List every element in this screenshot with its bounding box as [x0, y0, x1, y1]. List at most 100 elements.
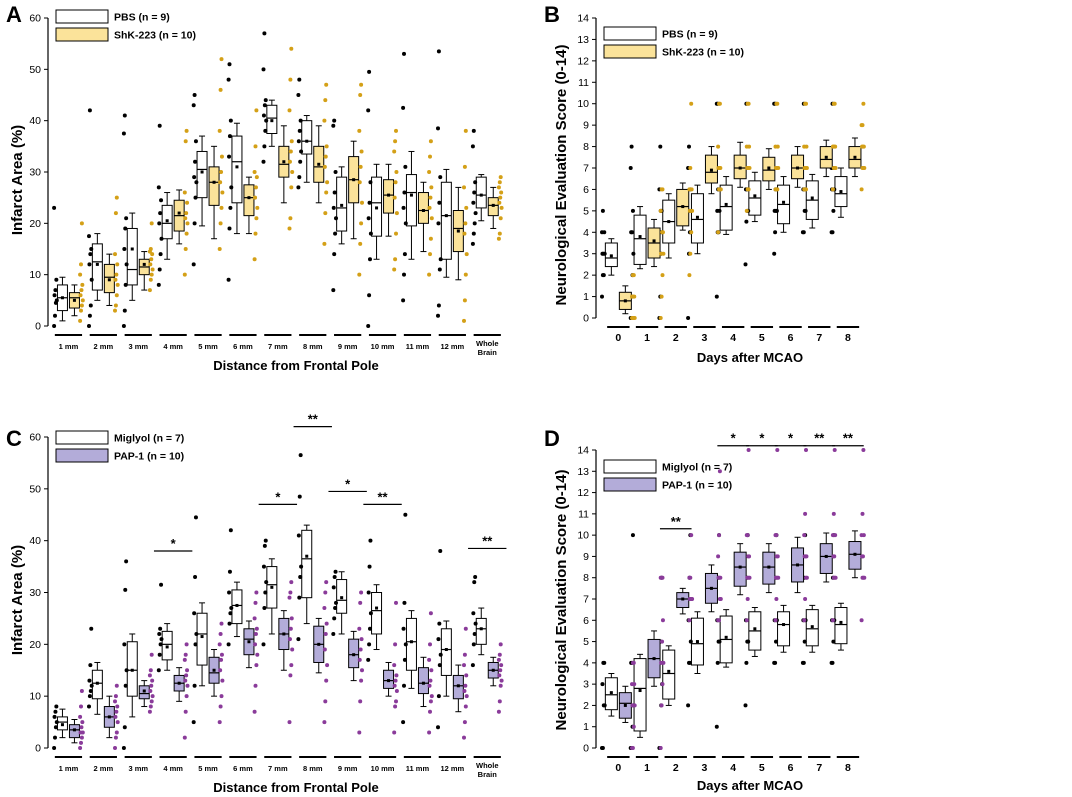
mean-marker: [709, 168, 713, 172]
data-point: [718, 187, 723, 192]
data-point: [687, 618, 692, 623]
data-point: [185, 668, 190, 673]
data-point: [859, 618, 864, 623]
box-control: [121, 559, 138, 750]
data-point: [253, 642, 258, 647]
box-treatment: [618, 660, 637, 750]
data-point: [660, 187, 665, 192]
data-point: [496, 185, 501, 190]
data-point: [688, 208, 693, 213]
data-point: [324, 82, 329, 87]
data-point: [296, 93, 301, 97]
y-tick-label: 6: [583, 615, 589, 627]
data-point: [220, 190, 225, 195]
y-tick-label: 7: [583, 594, 589, 606]
data-point: [122, 308, 127, 313]
box-iqr: [208, 166, 220, 206]
data-point: [192, 93, 197, 97]
data-point: [393, 257, 398, 262]
data-point: [252, 257, 257, 262]
data-point: [689, 230, 694, 235]
data-point: [659, 703, 664, 708]
mean-marker: [200, 635, 204, 639]
data-point: [746, 166, 751, 170]
data-point: [462, 663, 466, 668]
data-point: [157, 221, 162, 226]
box-control: [87, 626, 103, 715]
box-treatment: [791, 101, 809, 192]
data-point: [392, 195, 397, 200]
data-point: [289, 663, 294, 668]
data-point: [193, 574, 198, 579]
data-point: [323, 590, 328, 595]
box-iqr: [777, 611, 791, 647]
mean-marker: [652, 239, 656, 243]
x-tick-label: 2 mm: [94, 764, 114, 773]
data-point: [158, 626, 163, 631]
data-point: [332, 574, 337, 579]
data-point: [472, 631, 477, 636]
data-point: [264, 118, 269, 123]
data-point: [438, 175, 443, 180]
box-treatment: [791, 448, 809, 623]
data-point: [113, 714, 118, 719]
data-point: [52, 714, 57, 719]
data-point: [628, 166, 633, 170]
data-point: [218, 180, 223, 185]
data-point: [53, 709, 58, 714]
mean-marker: [667, 669, 671, 673]
data-point: [359, 637, 364, 642]
mean-marker: [609, 254, 613, 258]
mean-marker: [247, 196, 251, 200]
mean-marker: [839, 620, 843, 624]
data-point: [124, 668, 129, 673]
x-tick-label: 6 mm: [233, 764, 253, 773]
data-point: [716, 144, 721, 149]
data-point: [333, 606, 338, 611]
y-tick-label: 0: [35, 321, 41, 333]
data-point: [332, 252, 337, 257]
data-point: [218, 221, 223, 226]
panel-letter: D: [544, 426, 560, 451]
mean-marker: [72, 298, 76, 302]
x-tick-label: 5: [759, 332, 765, 344]
data-point: [219, 154, 224, 159]
data-point: [192, 611, 197, 616]
y-tick-label: 0: [583, 743, 589, 755]
y-tick-label: 20: [29, 218, 41, 230]
data-point: [499, 205, 504, 210]
data-point: [148, 247, 153, 251]
legend-swatch-treatment: [603, 44, 657, 59]
data-point: [334, 216, 338, 221]
data-point: [185, 200, 190, 205]
data-point: [357, 730, 362, 735]
mean-marker: [200, 170, 204, 174]
data-point: [366, 324, 371, 328]
box-treatment: [103, 195, 120, 313]
data-point: [226, 77, 231, 82]
box-control: [156, 123, 173, 287]
data-point: [803, 597, 808, 601]
box-treatment: [819, 101, 838, 192]
x-tick-label: 8: [845, 332, 851, 344]
data-point: [470, 241, 475, 246]
data-point: [428, 252, 432, 257]
data-point: [218, 668, 223, 673]
box-treatment: [647, 187, 666, 320]
box-treatment: [676, 533, 695, 623]
box-treatment: [173, 642, 190, 740]
data-point: [402, 600, 407, 605]
data-point: [718, 166, 723, 170]
data-point: [394, 688, 399, 693]
mean-marker: [839, 190, 843, 194]
data-point: [149, 683, 154, 688]
box-iqr: [440, 181, 452, 260]
data-point: [226, 277, 231, 282]
mean-marker: [107, 278, 111, 282]
data-point: [803, 166, 808, 170]
x-tick-label: 9 mm: [338, 342, 358, 351]
box-control: [261, 538, 278, 647]
data-point: [148, 704, 153, 709]
data-point: [464, 694, 469, 699]
data-point: [289, 46, 294, 51]
